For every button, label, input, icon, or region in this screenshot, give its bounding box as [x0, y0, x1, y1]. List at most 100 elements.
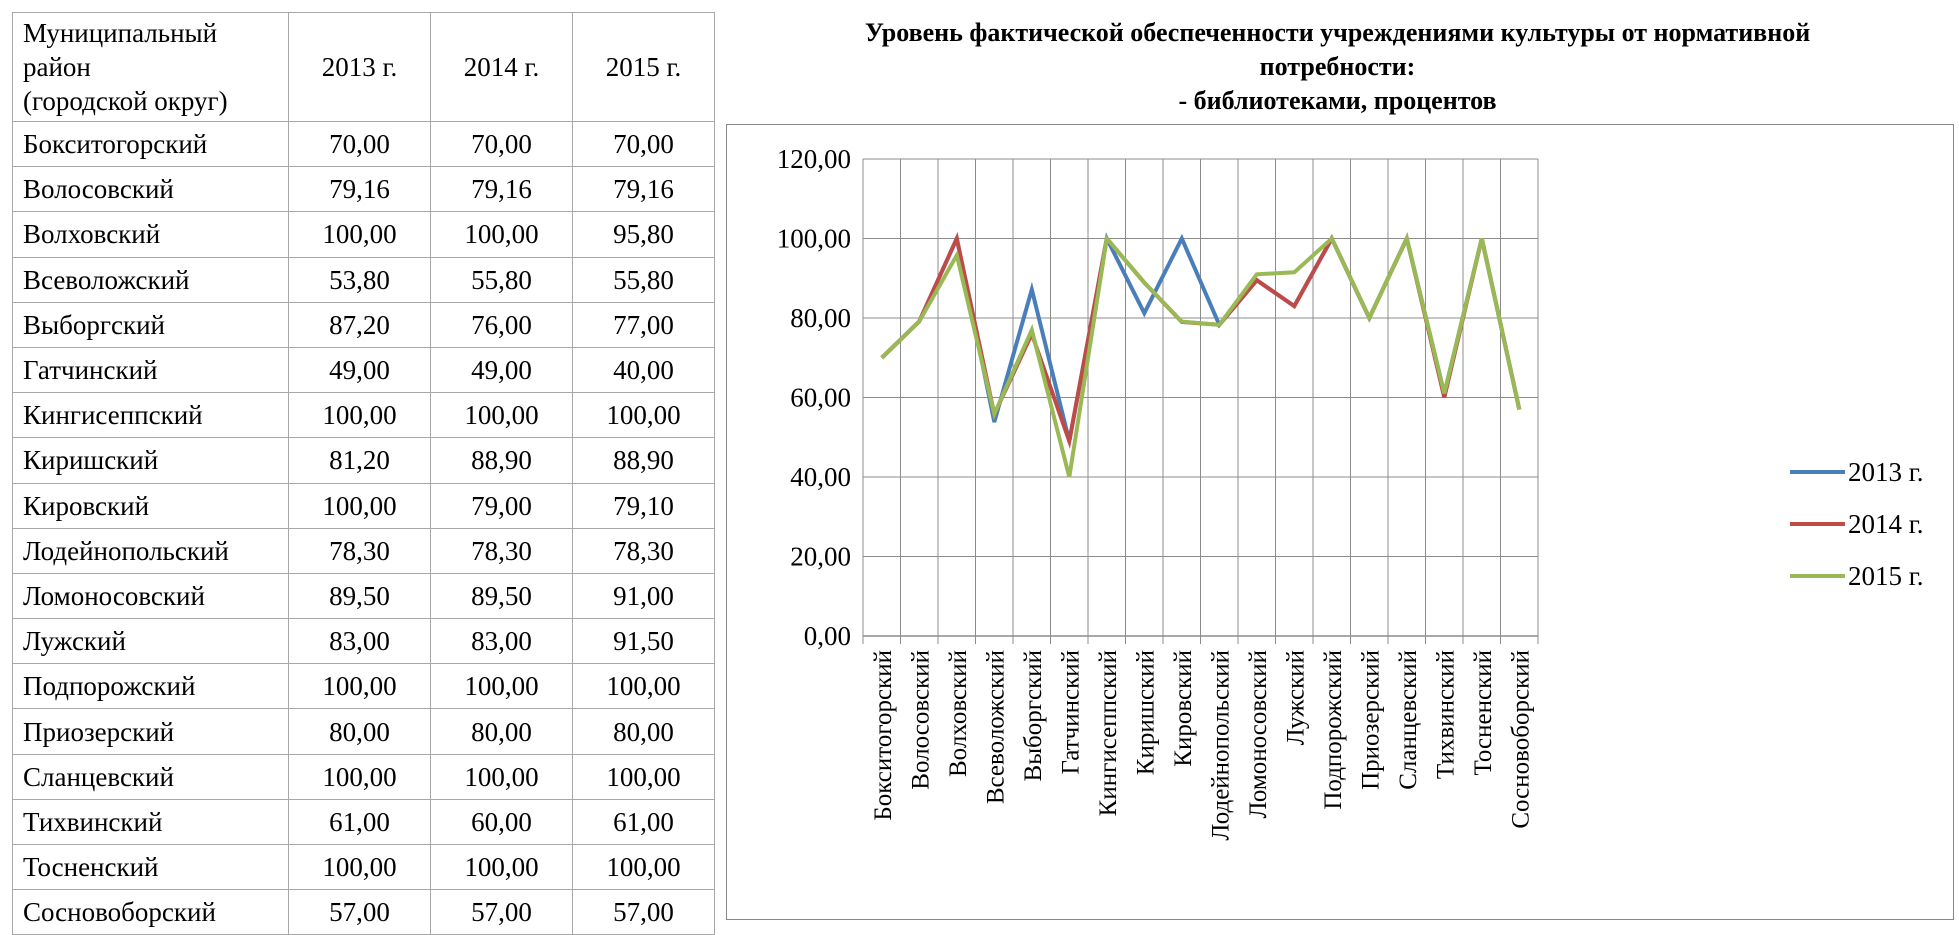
district-name-cell: Киришский	[12, 437, 289, 484]
value-cell: 57,00	[572, 889, 715, 935]
x-tick-label: Волховский	[945, 650, 972, 777]
value-cell: 100,00	[288, 482, 431, 529]
district-name-cell: Гатчинский	[12, 346, 289, 394]
district-name-cell: Волховский	[12, 211, 289, 258]
value-cell: 100,00	[430, 663, 573, 710]
value-cell: 70,00	[288, 120, 431, 168]
value-cell: 100,00	[572, 663, 715, 710]
value-cell: 100,00	[288, 843, 431, 891]
value-cell: 61,00	[288, 798, 431, 846]
header-district-line: Муниципальный	[23, 18, 218, 48]
table-row: Тосненский 100,00 100,00 100,00	[12, 843, 715, 891]
value-cell: 49,00	[430, 346, 573, 394]
value-cell: 83,00	[288, 618, 431, 665]
x-tick-label: Киришский	[1132, 650, 1159, 775]
value-cell: 88,90	[572, 437, 715, 484]
x-tick-label: Тихвинский	[1432, 650, 1459, 779]
x-tick-label: Тосненский	[1470, 650, 1497, 775]
table-row: Бокситогорский 70,00 70,00 70,00	[12, 120, 715, 168]
table-row: Подпорожский 100,00 100,00 100,00	[12, 663, 715, 710]
chart-title-line: Уровень фактической обеспеченности учреж…	[864, 18, 1811, 47]
district-name-cell: Бокситогорский	[12, 120, 289, 168]
value-cell: 57,00	[430, 889, 573, 935]
value-cell: 79,16	[288, 166, 431, 213]
header-year: 2014 г.	[430, 12, 573, 122]
value-cell: 49,00	[288, 346, 431, 394]
value-cell: 89,50	[288, 572, 431, 620]
value-cell: 100,00	[430, 211, 573, 258]
value-cell: 55,80	[430, 256, 573, 303]
table-body: Бокситогорский 70,00 70,00 70,00 Волосовский…	[12, 120, 715, 935]
value-cell: 100,00	[572, 753, 715, 800]
x-tick-label: Лодейнопольский	[1207, 650, 1234, 841]
chart-title: Уровень фактической обеспеченности учреж…	[725, 16, 1950, 118]
table-row: Киришский 81,20 88,90 88,90	[12, 437, 715, 484]
district-name-cell: Кингисеппский	[12, 392, 289, 439]
value-cell: 100,00	[430, 392, 573, 439]
chart-area	[726, 124, 1954, 920]
value-cell: 77,00	[572, 301, 715, 348]
value-cell: 91,50	[572, 618, 715, 665]
table-row: Всеволожский 53,80 55,80 55,80	[12, 256, 715, 303]
table-row: Сосновоборский 57,00 57,00 57,00	[12, 889, 715, 935]
value-cell: 87,20	[288, 301, 431, 348]
value-cell: 95,80	[572, 211, 715, 258]
value-cell: 80,00	[572, 708, 715, 755]
table-row: Лужский 83,00 83,00 91,50	[12, 618, 715, 665]
table-row: Приозерский 80,00 80,00 80,00	[12, 708, 715, 755]
x-tick-label: Ломоносовский	[1245, 650, 1272, 818]
x-tick-label: Гатчинский	[1057, 650, 1084, 775]
value-cell: 78,30	[572, 527, 715, 574]
table-row: Ломоносовский 89,50 89,50 91,00	[12, 572, 715, 620]
district-name-cell: Сосновоборский	[12, 889, 289, 935]
value-cell: 79,00	[430, 482, 573, 529]
value-cell: 78,30	[430, 527, 573, 574]
y-tick-label: 0,00	[804, 621, 851, 651]
value-cell: 100,00	[572, 392, 715, 439]
district-name-cell: Выборгский	[12, 301, 289, 348]
value-cell: 79,10	[572, 482, 715, 529]
value-cell: 76,00	[430, 301, 573, 348]
value-cell: 40,00	[572, 346, 715, 394]
header-year: 2013 г.	[288, 12, 431, 122]
header-district: Муниципальный район (городской округ)	[12, 12, 289, 122]
table-row: Лодейнопольский 78,30 78,30 78,30	[12, 527, 715, 574]
value-cell: 100,00	[572, 843, 715, 891]
x-tick-label: Кингисеппский	[1095, 650, 1122, 816]
header-district-line: район	[23, 52, 91, 82]
value-cell: 53,80	[288, 256, 431, 303]
y-tick-label: 20,00	[790, 542, 851, 572]
value-cell: 79,16	[572, 166, 715, 213]
y-tick-label: 80,00	[790, 303, 851, 333]
value-cell: 61,00	[572, 798, 715, 846]
x-tick-label: Всеволожский	[982, 650, 1009, 804]
x-tick-label: Кировский	[1170, 650, 1197, 767]
header-district-line: (городской округ)	[23, 86, 228, 116]
value-cell: 70,00	[572, 120, 715, 168]
x-tick-label: Сланцевский	[1395, 650, 1422, 790]
value-cell: 78,30	[288, 527, 431, 574]
value-cell: 100,00	[288, 663, 431, 710]
value-cell: 91,00	[572, 572, 715, 620]
table-row: Гатчинский 49,00 49,00 40,00	[12, 346, 715, 394]
x-tick-label: Сосновоборский	[1507, 650, 1534, 829]
district-name-cell: Ломоносовский	[12, 572, 289, 620]
y-tick-label: 120,00	[777, 144, 851, 174]
legend-label: 2015 г.	[1848, 561, 1924, 591]
district-name-cell: Лужский	[12, 618, 289, 665]
value-cell: 89,50	[430, 572, 573, 620]
value-cell: 100,00	[288, 211, 431, 258]
x-tick-label: Приозерский	[1357, 650, 1384, 790]
table-row: Тихвинский 61,00 60,00 61,00	[12, 798, 715, 846]
district-name-cell: Приозерский	[12, 708, 289, 755]
table-header-row: Муниципальный район (городской округ) 20…	[12, 12, 715, 122]
value-cell: 100,00	[288, 392, 431, 439]
series-line	[880, 232, 1522, 478]
data-table: Муниципальный район (городской округ) 20…	[12, 12, 715, 935]
value-cell: 100,00	[430, 753, 573, 800]
district-name-cell: Волосовский	[12, 166, 289, 213]
chart-title-line: - библиотеками, процентов	[1178, 86, 1497, 115]
value-cell: 55,80	[572, 256, 715, 303]
table-row: Сланцевский 100,00 100,00 100,00	[12, 753, 715, 800]
table-row: Волховский 100,00 100,00 95,80	[12, 211, 715, 258]
